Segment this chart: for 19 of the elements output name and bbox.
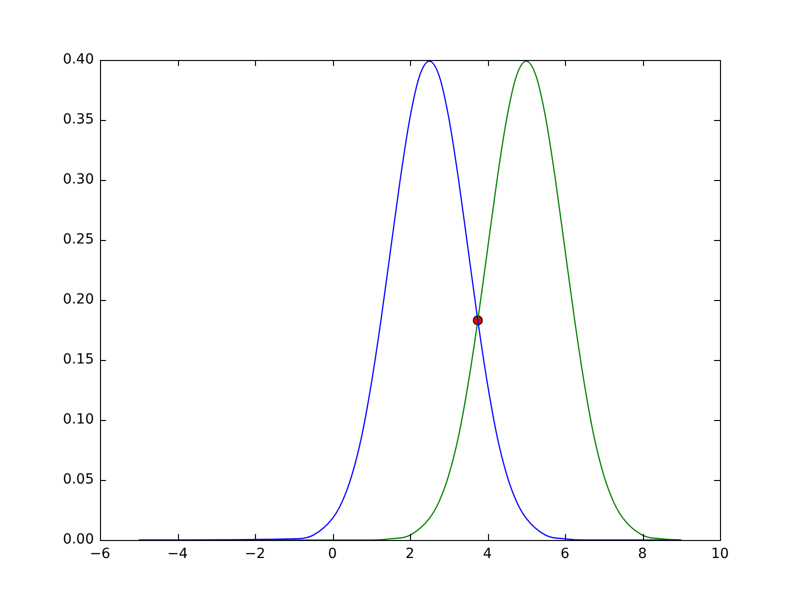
y-tick-label: 0.00 — [62, 532, 94, 548]
y-tick-label: 0.05 — [62, 472, 94, 488]
x-tick-label: 6 — [560, 546, 570, 562]
x-tick-label: 2 — [406, 546, 414, 562]
y-tick-label: 0.15 — [62, 352, 94, 368]
x-tick-label: 10 — [711, 546, 729, 562]
y-tick-label: 0.30 — [62, 172, 94, 188]
y-tick-label: 0.10 — [62, 412, 94, 428]
y-tick-label: 0.20 — [62, 292, 94, 308]
x-tick-label: 8 — [638, 546, 647, 562]
x-tick-label: 0 — [328, 546, 337, 562]
x-tick-label: −2 — [244, 546, 266, 562]
y-tick-label: 0.35 — [62, 112, 94, 128]
line-series — [138, 60, 682, 540]
x-tick-label: 4 — [483, 546, 492, 562]
y-tick-label: 0.40 — [62, 52, 94, 68]
y-tick-label: 0.25 — [62, 232, 94, 248]
x-tick-label: −4 — [167, 546, 188, 562]
x-tick-label: −6 — [90, 546, 110, 562]
